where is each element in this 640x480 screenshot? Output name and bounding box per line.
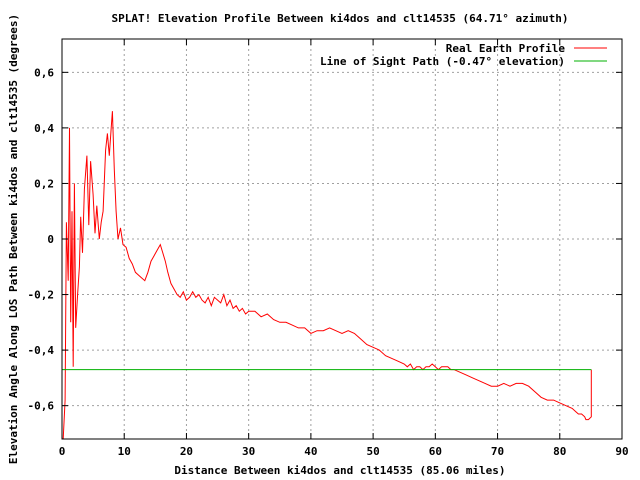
x-tick-label: 20	[180, 445, 193, 458]
legend-label: Real Earth Profile	[446, 42, 566, 55]
y-tick-label: -0,2	[28, 289, 55, 302]
y-tick-label: 0,6	[34, 66, 54, 79]
x-tick-label: 30	[242, 445, 255, 458]
y-tick-label: -0,6	[28, 400, 55, 413]
x-tick-label: 70	[491, 445, 504, 458]
grid-layer	[62, 39, 622, 439]
x-tick-label: 40	[304, 445, 317, 458]
series-layer	[62, 111, 592, 440]
y-axis-label: Elevation Angle Along LOS Path Between k…	[7, 14, 20, 464]
y-tick-label: 0	[47, 233, 54, 246]
y-tick-label: 0,2	[34, 177, 54, 190]
x-tick-label: 10	[118, 445, 131, 458]
chart-title: SPLAT! Elevation Profile Between ki4dos …	[112, 12, 569, 25]
y-tick-label: -0,4	[28, 344, 55, 357]
x-tick-label: 60	[429, 445, 442, 458]
y-tick-label: 0,4	[34, 122, 54, 135]
x-tick-label: 90	[615, 445, 628, 458]
x-tick-label: 80	[553, 445, 566, 458]
real-earth-profile-line	[62, 111, 592, 440]
x-tick-label: 0	[59, 445, 66, 458]
tick-layer: 0 10 20 30 40 50 60 70 80 90 -0,6 -0,4 -0,2 0 0,2 0,4 0,…	[28, 39, 629, 458]
x-tick-label: 50	[366, 445, 379, 458]
x-axis-label: Distance Between ki4dos and clt14535 (85…	[174, 464, 505, 477]
legend-label: Line of Sight Path (-0.47° elevation)	[320, 55, 565, 68]
